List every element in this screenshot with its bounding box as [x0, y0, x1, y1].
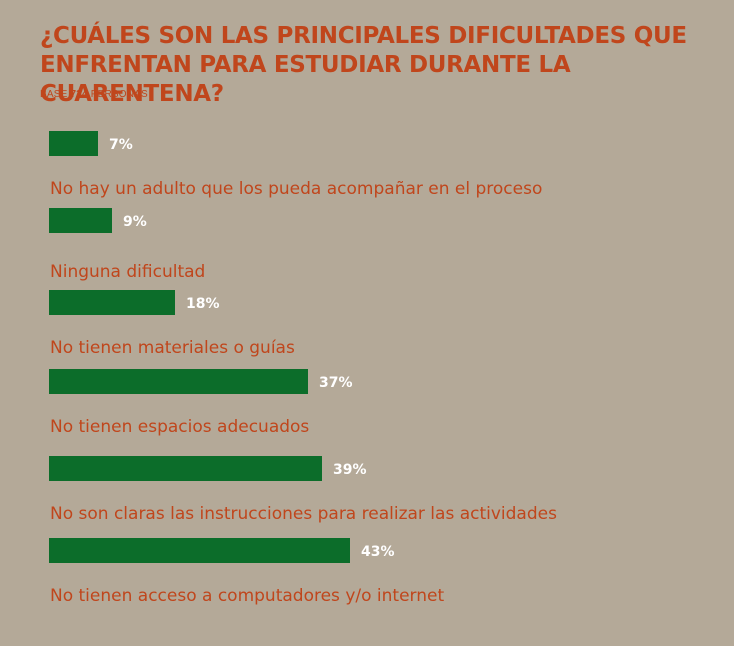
bar-3 — [49, 290, 175, 315]
bar-6 — [49, 538, 350, 563]
bar-1 — [49, 131, 98, 156]
category-label-2: Ninguna dificultad — [50, 262, 205, 282]
chart-title: ¿CUÁLES SON LAS PRINCIPALES DIFICULTADES… — [40, 23, 687, 107]
base-suffix: PERSONAS — [90, 89, 148, 100]
value-label-3: 18% — [186, 296, 220, 312]
bar-4 — [49, 369, 308, 394]
category-label-6: No tienen acceso a computadores y/o inte… — [50, 586, 444, 606]
bar-5 — [49, 456, 322, 481]
category-label-3: No tienen materiales o guías — [50, 338, 295, 358]
value-label-2: 9% — [123, 214, 147, 230]
value-label-4: 37% — [319, 375, 353, 391]
bar-2 — [49, 208, 112, 233]
value-label-5: 39% — [333, 462, 367, 478]
category-label-4: No tienen espacios adecuados — [50, 417, 309, 437]
base-prefix: BASE — [40, 89, 68, 100]
category-label-5: No son claras las instrucciones para rea… — [50, 504, 557, 524]
base-count: 734 — [70, 89, 88, 100]
base-note: BASE 734 PERSONAS — [40, 89, 148, 100]
value-label-6: 43% — [361, 544, 395, 560]
category-label-1: No hay un adulto que los pueda acompañar… — [50, 179, 542, 199]
value-label-1: 7% — [109, 137, 133, 153]
